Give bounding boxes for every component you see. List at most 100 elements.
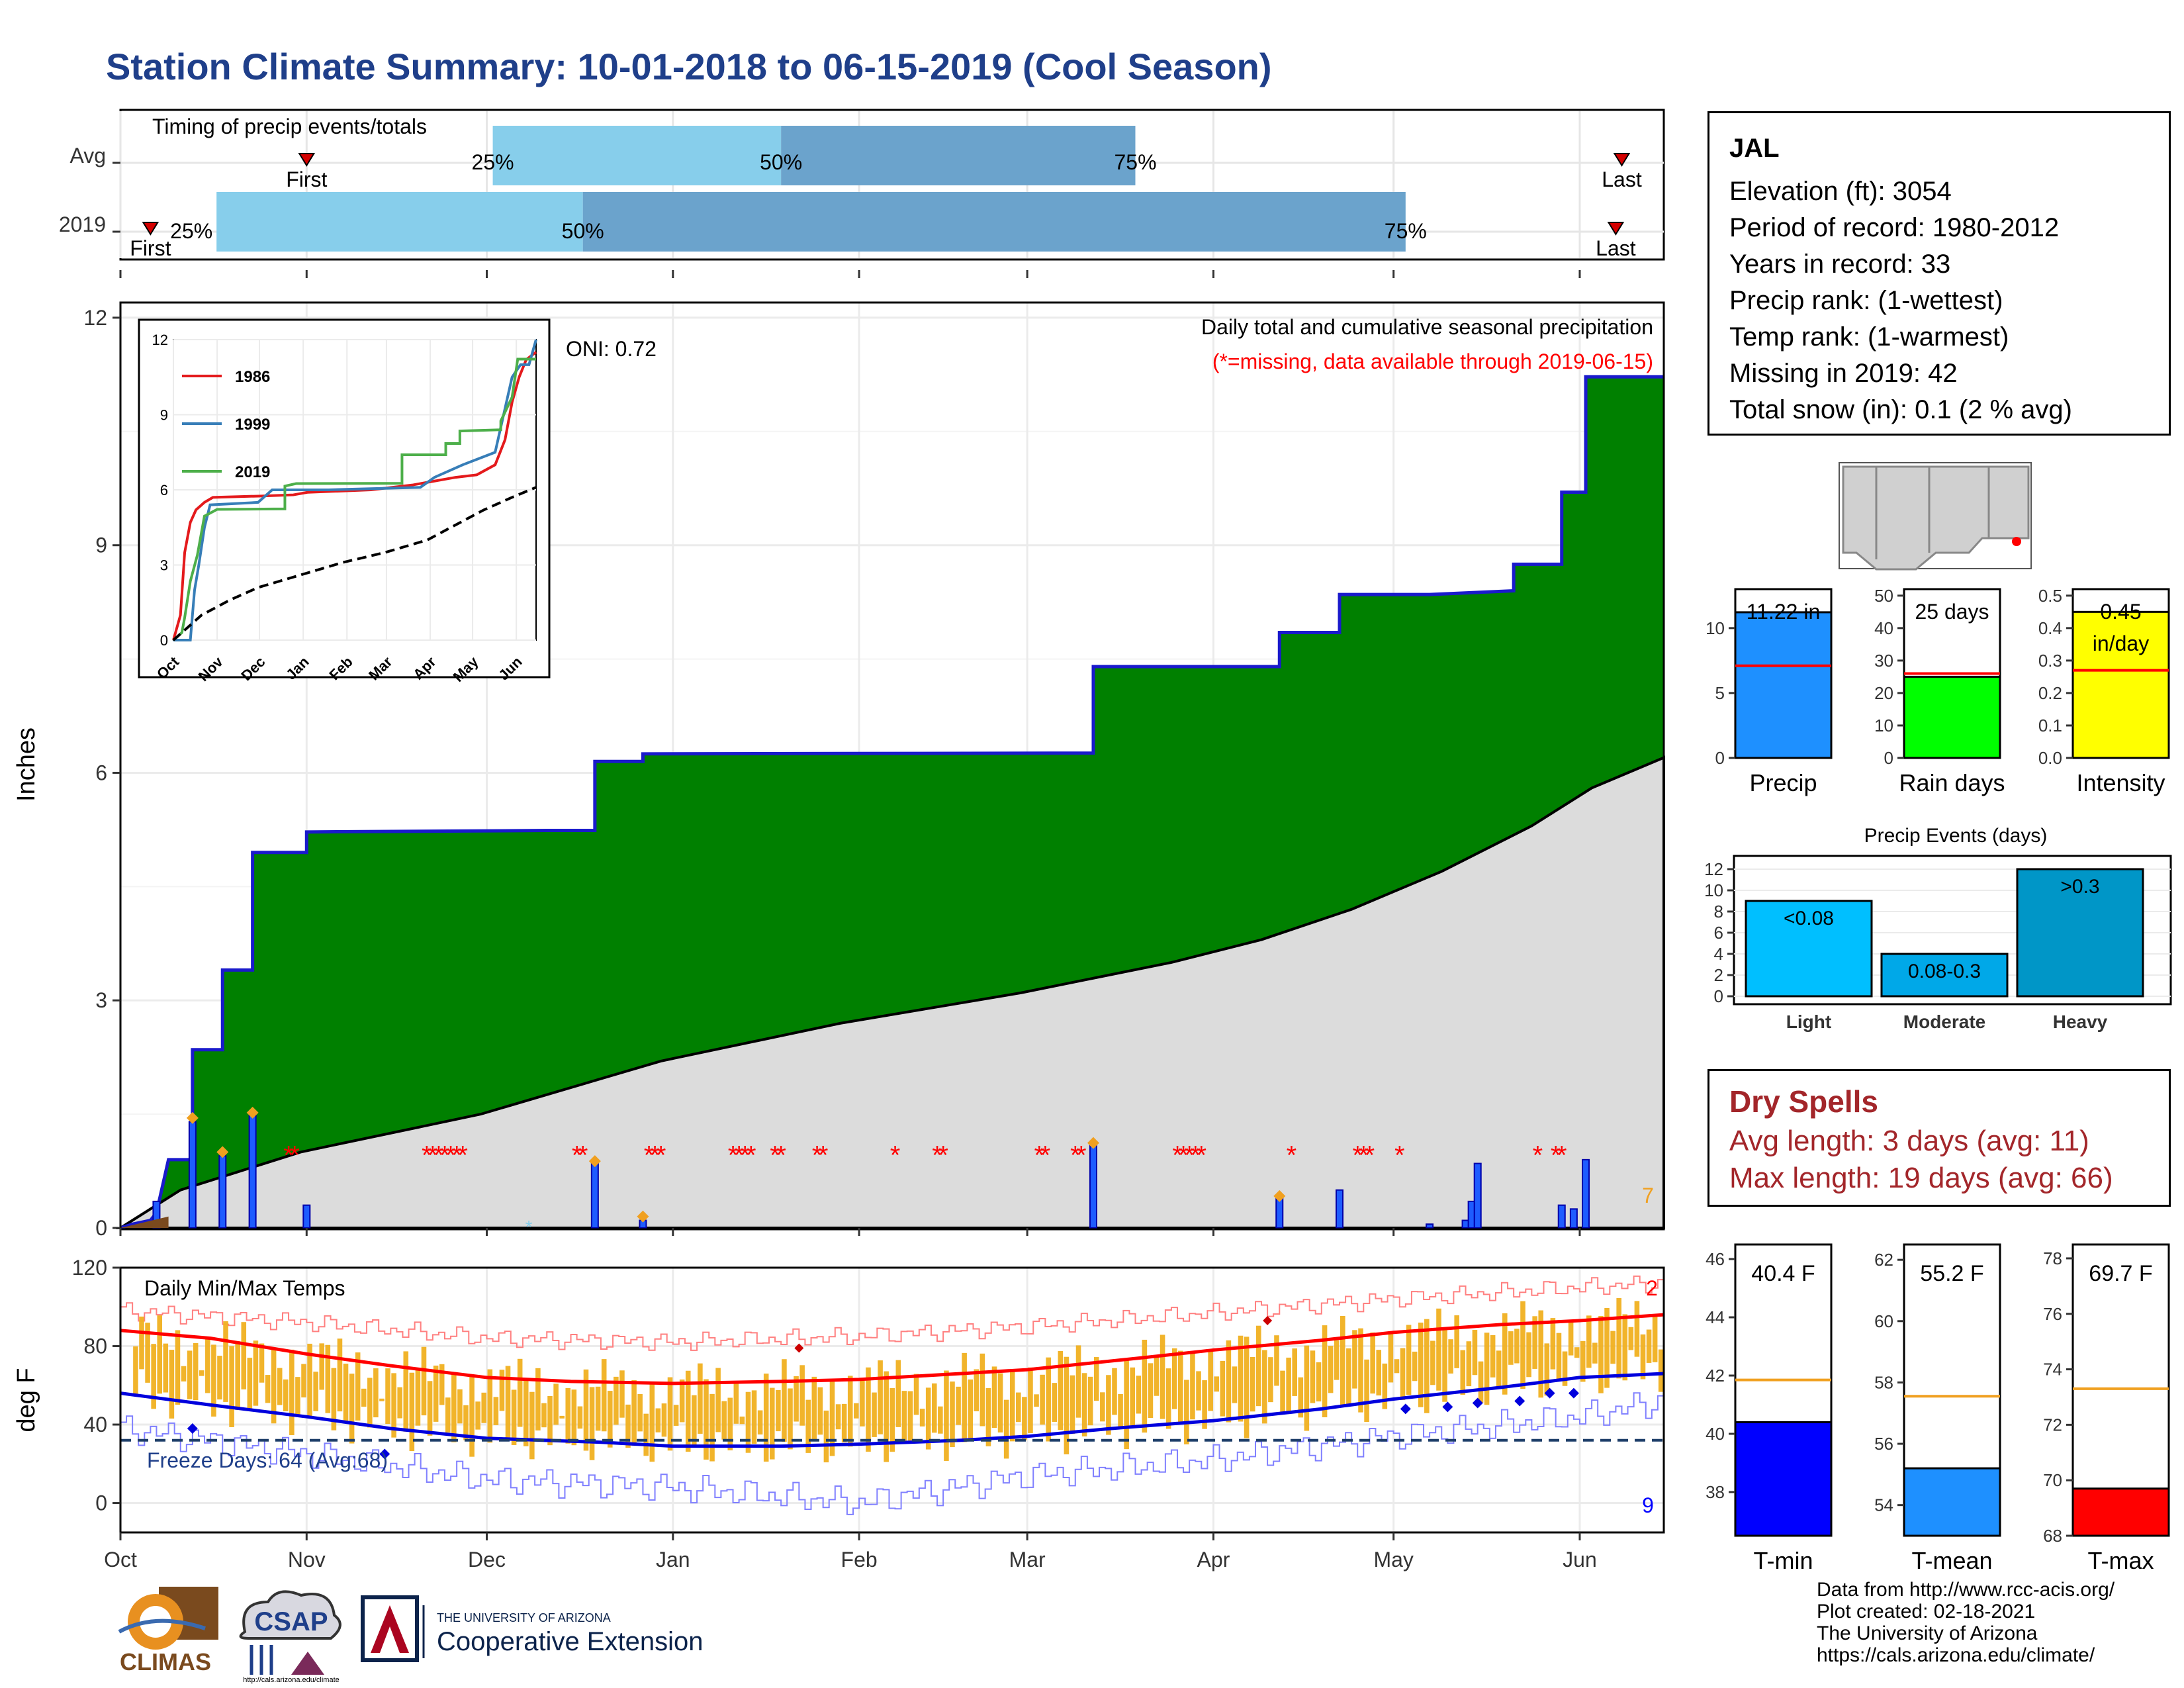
- missing-day-marker: *: [1533, 1141, 1543, 1170]
- daily-precip-bar: [218, 1155, 227, 1229]
- missing-day-marker: *: [656, 1141, 666, 1170]
- summary-ytick-label: 68: [2043, 1526, 2062, 1546]
- daily-temp-range-bar: [1622, 1314, 1628, 1381]
- missing-day-marker: *: [890, 1141, 901, 1170]
- missing-day-marker: *: [578, 1141, 588, 1170]
- inset-ytick-label: 6: [160, 482, 168, 498]
- daily-temp-range-bar: [493, 1397, 499, 1425]
- daily-temp-range-bar: [895, 1360, 901, 1427]
- daily-temp-range-bar: [769, 1387, 775, 1460]
- daily-temp-range-bar: [469, 1375, 475, 1457]
- daily-temp-range-bar: [547, 1395, 553, 1446]
- daily-temp-range-bar: [1178, 1350, 1183, 1425]
- events-ytick-label: 8: [1714, 902, 1723, 921]
- inset-ytick-label: 9: [160, 407, 168, 424]
- daily-temp-range-bar: [1502, 1313, 1508, 1395]
- daily-temp-range-bar: [151, 1344, 156, 1409]
- missing-day-marker: *: [1034, 1141, 1045, 1170]
- daily-temp-range-bar: [709, 1393, 715, 1462]
- daily-temp-range-bar: [1376, 1350, 1382, 1396]
- daily-temp-range-bar: [1255, 1325, 1261, 1407]
- daily-temp-range-bar: [499, 1370, 505, 1411]
- daily-temp-range-bar: [1448, 1339, 1453, 1374]
- daily-temp-range-bar: [1034, 1394, 1039, 1407]
- temp-ylabel: deg F: [13, 1368, 40, 1432]
- missing-day-marker: *: [770, 1141, 780, 1170]
- dry-spells-max: Max length: 19 days (avg: 66): [1729, 1162, 2113, 1194]
- daily-temp-range-bar: [1322, 1325, 1328, 1418]
- summary-ytick-label: 54: [1874, 1495, 1893, 1515]
- summary-ytick-label: 42: [1706, 1366, 1725, 1385]
- summary-category-label: T-min: [1754, 1547, 1813, 1574]
- oni-annotation: ONI: 0.72: [566, 337, 657, 361]
- summary-value-unit: in/day: [2093, 632, 2149, 655]
- daily-temp-range-bar: [1466, 1341, 1472, 1387]
- tmax-count-label: 2: [1646, 1276, 1658, 1300]
- daily-temp-range-bar: [938, 1406, 943, 1434]
- precip-ytick-label: 0: [95, 1216, 107, 1240]
- snow-marker: [588, 1155, 601, 1168]
- dry-spells-avg: Avg length: 3 days (avg: 11): [1729, 1125, 2089, 1157]
- daily-temp-range-bar: [481, 1392, 487, 1423]
- daily-temp-range-bar: [1190, 1351, 1195, 1420]
- climas-logo: CLIMAS: [118, 1587, 218, 1675]
- daily-temp-range-bar: [211, 1344, 216, 1417]
- cumulative-avg-area: [116, 755, 1665, 1229]
- daily-temp-range-bar: [139, 1316, 144, 1370]
- dry-spells-title: Dry Spells: [1729, 1084, 1878, 1119]
- avg-tmax-line: [120, 1313, 1664, 1385]
- event-bar-heavy: [2016, 868, 2144, 998]
- events-ytick-label: 2: [1714, 965, 1723, 985]
- daily-temp-range-bar: [1388, 1333, 1394, 1383]
- month-tick-label: Mar: [1009, 1548, 1046, 1571]
- daily-temp-range-bar: [1436, 1308, 1441, 1391]
- summary-category-label: T-mean: [1911, 1547, 1992, 1574]
- daily-temp-range-bar: [1508, 1331, 1514, 1365]
- daily-temp-range-bar: [1171, 1348, 1177, 1409]
- daily-temp-range-bar: [1052, 1383, 1058, 1422]
- snow-star: *: [525, 1217, 533, 1237]
- daily-temp-range-bar: [1304, 1345, 1310, 1431]
- missing-day-marker: *: [1197, 1141, 1207, 1170]
- daily-temp-range-bar: [692, 1395, 697, 1446]
- daily-temp-range-bar: [614, 1376, 619, 1425]
- daily-temp-range-bar: [157, 1315, 163, 1394]
- daily-temp-range-bar: [829, 1380, 835, 1456]
- daily-temp-range-bar: [715, 1368, 721, 1432]
- daily-temp-range-bar: [1418, 1322, 1424, 1407]
- station-snow: Total snow (in): 0.1 (2 % avg): [1729, 395, 2072, 424]
- events-ytick-label: 12: [1704, 859, 1723, 879]
- early-season-area: [120, 1216, 169, 1228]
- daily-temp-range-bar: [361, 1388, 367, 1407]
- csap-logo-text: CSAP: [254, 1607, 328, 1636]
- daily-temp-range-bar: [475, 1401, 480, 1430]
- timing-p25-label: 25%: [170, 219, 212, 243]
- daily-temp-range-bar: [757, 1410, 763, 1435]
- daily-temp-range-bar: [1406, 1325, 1412, 1395]
- daily-temp-range-bar: [1093, 1357, 1099, 1401]
- timing-row-avg-label: Avg: [69, 144, 106, 167]
- daily-temp-range-bar: [427, 1381, 433, 1436]
- summary-ytick-label: 10: [1874, 716, 1893, 735]
- timing-p50-label: 50%: [760, 150, 802, 174]
- daily-temp-range-bar: [301, 1364, 306, 1398]
- missing-day-marker: *: [1551, 1141, 1561, 1170]
- daily-temp-range-bar: [872, 1392, 877, 1437]
- daily-temp-range-bar: [319, 1343, 325, 1390]
- daily-temp-range-bar: [841, 1403, 847, 1442]
- daily-temp-range-bar: [337, 1338, 343, 1412]
- summary-ytick-label: 78: [2043, 1248, 2062, 1268]
- avg-tmin-line: [120, 1372, 1664, 1448]
- daily-temp-range-bar: [1490, 1335, 1496, 1378]
- daily-precip-bar: [302, 1204, 311, 1229]
- missing-day-marker: *: [422, 1141, 432, 1170]
- daily-temp-range-bar: [349, 1374, 355, 1444]
- daily-temp-range-bar: [415, 1370, 421, 1426]
- summary-ytick-label: 30: [1874, 651, 1893, 671]
- timing-row-2019-label: 2019: [59, 212, 106, 236]
- daily-temp-range-bar: [1328, 1346, 1334, 1393]
- daily-temp-range-bar: [1292, 1348, 1297, 1396]
- daily-temp-range-bar: [805, 1399, 811, 1453]
- summary-value-label: 0.45: [2100, 600, 2141, 624]
- summary-category-label: T-max: [2087, 1547, 2154, 1574]
